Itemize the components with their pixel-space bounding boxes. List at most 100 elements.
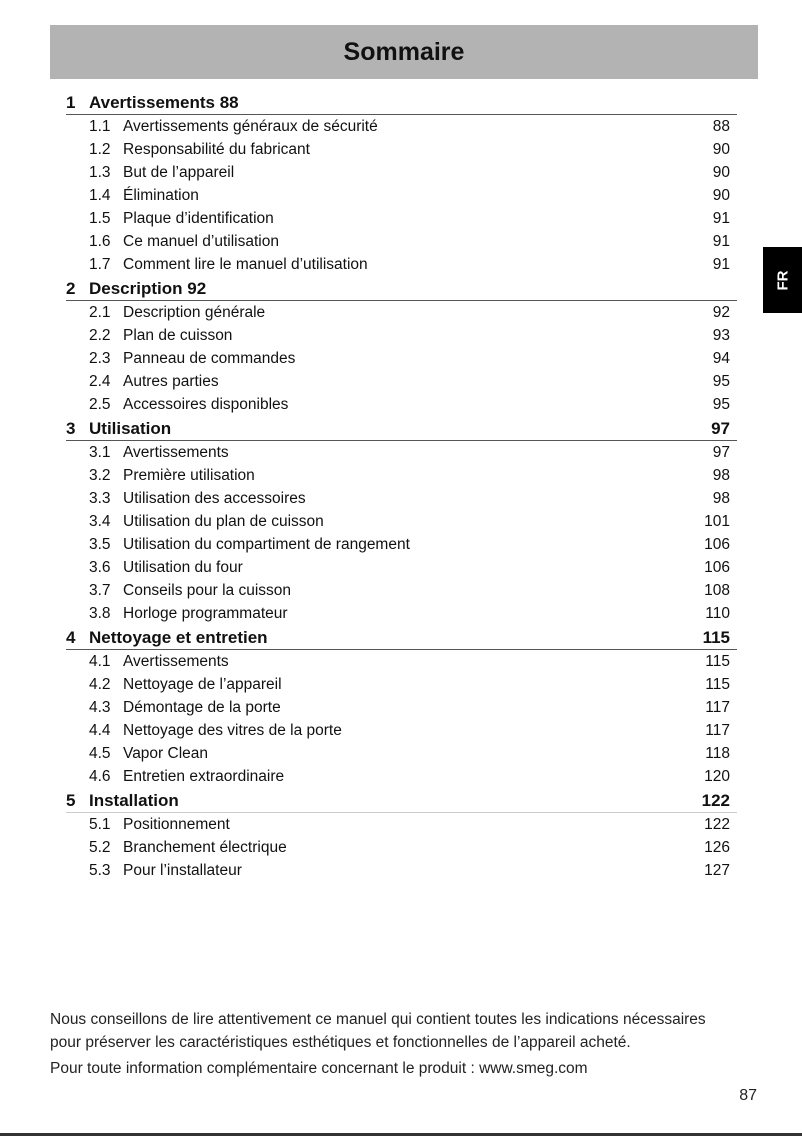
- toc-item[interactable]: 2.5 Accessoires disponibles 95: [66, 393, 737, 416]
- item-label: Pour l’installateur: [123, 861, 242, 879]
- toc-item[interactable]: 5.1 Positionnement 122: [66, 813, 737, 836]
- item-label: But de l’appareil: [123, 163, 235, 181]
- toc-item[interactable]: 4.3 Démontage de la porte 117: [66, 696, 737, 719]
- toc-item[interactable]: 2.1 Description générale 92: [66, 301, 737, 324]
- item-page: 88: [712, 117, 730, 135]
- item-title: 1.2 Responsabilité du fabricant: [89, 141, 310, 159]
- toc-item[interactable]: 3.1 Avertissements 97: [66, 441, 737, 464]
- item-label: Branchement électrique: [123, 838, 287, 856]
- item-label: Première utilisation: [123, 466, 255, 484]
- toc-item[interactable]: 3.3 Utilisation des accessoires 98: [66, 487, 737, 510]
- item-title: 5.2 Branchement électrique: [89, 839, 287, 857]
- toc-item[interactable]: 4.2 Nettoyage de l’appareil 115: [66, 673, 737, 696]
- toc-section-heading[interactable]: 1 Avertissements 88: [66, 90, 737, 115]
- item-title: 4.5 Vapor Clean: [89, 745, 208, 763]
- item-number: 5.1: [89, 815, 111, 833]
- item-label: Avertissements: [123, 443, 229, 461]
- toc-item[interactable]: 1.6 Ce manuel d’utilisation 91: [66, 230, 737, 253]
- item-page: 94: [712, 349, 730, 367]
- item-label: Positionnement: [123, 815, 230, 833]
- section-title: 3 Utilisation: [66, 419, 171, 439]
- item-title: 3.1 Avertissements: [89, 444, 229, 462]
- title-banner: Sommaire: [50, 25, 758, 79]
- toc-item[interactable]: 4.4 Nettoyage des vitres de la porte 117: [66, 719, 737, 742]
- item-label: Plaque d’identification: [123, 209, 274, 227]
- section-title: 5 Installation: [66, 791, 179, 811]
- item-title: 4.3 Démontage de la porte: [89, 699, 281, 717]
- item-title: 1.5 Plaque d’identification: [89, 210, 274, 228]
- item-title: 2.3 Panneau de commandes: [89, 350, 295, 368]
- item-title: 1.1 Avertissements généraux de sécurité: [89, 118, 378, 136]
- footer-line: pour préserver les caractéristiques esth…: [50, 1034, 631, 1051]
- item-title: 3.6 Utilisation du four: [89, 559, 243, 577]
- toc-item[interactable]: 1.5 Plaque d’identification 91: [66, 207, 737, 230]
- toc-item[interactable]: 3.5 Utilisation du compartiment de rangem…: [66, 533, 737, 556]
- toc-item[interactable]: 1.2 Responsabilité du fabricant 90: [66, 138, 737, 161]
- toc-item[interactable]: 4.6 Entretien extraordinaire 120: [66, 765, 737, 788]
- item-title: 3.3 Utilisation des accessoires: [89, 490, 306, 508]
- item-number: 1.1: [89, 117, 111, 135]
- toc-item[interactable]: 3.4 Utilisation du plan de cuisson 101: [66, 510, 737, 533]
- language-tab: FR: [763, 247, 802, 313]
- item-label: Avertissements: [123, 652, 229, 670]
- item-page: 115: [705, 652, 730, 670]
- item-number: 4.5: [89, 744, 111, 762]
- item-number: 3.6: [89, 558, 111, 576]
- toc-item[interactable]: 5.3 Pour l’installateur 127: [66, 859, 737, 882]
- item-number: 1.3: [89, 163, 111, 181]
- item-page: 122: [704, 815, 730, 833]
- toc-section-heading[interactable]: 2 Description 92: [66, 276, 737, 301]
- section-title: 4 Nettoyage et entretien: [66, 628, 268, 648]
- item-label: Nettoyage de l’appareil: [123, 675, 282, 693]
- item-title: 3.5 Utilisation du compartiment de rangem…: [89, 536, 410, 554]
- toc-section-heading[interactable]: 4 Nettoyage et entretien 115: [66, 625, 737, 650]
- item-page: 117: [705, 698, 730, 716]
- language-tab-label: FR: [774, 270, 791, 290]
- section-page: 115: [702, 628, 730, 647]
- item-number: 1.6: [89, 232, 111, 250]
- item-label: Vapor Clean: [123, 744, 209, 762]
- toc-item[interactable]: 4.5 Vapor Clean 118: [66, 742, 737, 765]
- toc-item[interactable]: 1.3 But de l’appareil 90: [66, 161, 737, 184]
- section-number: 2: [66, 279, 76, 298]
- toc-section-heading[interactable]: 3 Utilisation 97: [66, 416, 737, 441]
- item-label: Utilisation du plan de cuisson: [123, 512, 324, 530]
- item-number: 3.8: [89, 604, 111, 622]
- toc-item[interactable]: 5.2 Branchement électrique 126: [66, 836, 737, 859]
- item-number: 3.1: [89, 443, 111, 461]
- item-title: 3.7 Conseils pour la cuisson: [89, 582, 291, 600]
- item-page: 92: [712, 303, 730, 321]
- item-number: 2.5: [89, 395, 111, 413]
- item-page: 127: [704, 861, 730, 879]
- item-title: 1.7 Comment lire le manuel d’utilisation: [89, 256, 368, 274]
- toc-item[interactable]: 1.4 Élimination 90: [66, 184, 737, 207]
- toc-item[interactable]: 1.1 Avertissements généraux de sécurité 88: [66, 115, 737, 138]
- toc-item[interactable]: 3.6 Utilisation du four 106: [66, 556, 737, 579]
- toc-section-heading[interactable]: 5 Installation 122: [66, 788, 737, 813]
- item-number: 3.5: [89, 535, 111, 553]
- item-page: 90: [712, 163, 730, 181]
- item-number: 1.4: [89, 186, 111, 204]
- toc-item[interactable]: 3.8 Horloge programmateur 110: [66, 602, 737, 625]
- item-number: 4.4: [89, 721, 111, 739]
- item-page: 91: [712, 209, 730, 227]
- toc-item[interactable]: 3.2 Première utilisation 98: [66, 464, 737, 487]
- item-number: 5.3: [89, 861, 111, 879]
- item-page: 117: [705, 721, 730, 739]
- item-page: 90: [712, 140, 730, 158]
- item-title: 5.3 Pour l’installateur: [89, 862, 242, 880]
- section-label: Installation: [89, 791, 179, 810]
- toc-item[interactable]: 3.7 Conseils pour la cuisson 108: [66, 579, 737, 602]
- item-label: Panneau de commandes: [123, 349, 296, 367]
- section-number: 3: [66, 419, 76, 438]
- item-page: 98: [712, 489, 730, 507]
- toc-item[interactable]: 4.1 Avertissements 115: [66, 650, 737, 673]
- toc-item[interactable]: 2.2 Plan de cuisson 93: [66, 324, 737, 347]
- item-number: 1.7: [89, 255, 111, 273]
- toc-item[interactable]: 2.3 Panneau de commandes 94: [66, 347, 737, 370]
- footer-line: Pour toute information complémentaire co…: [50, 1060, 588, 1077]
- toc-item[interactable]: 1.7 Comment lire le manuel d’utilisation 9…: [66, 253, 737, 276]
- item-label: Utilisation du compartiment de rangement: [123, 535, 410, 553]
- toc-item[interactable]: 2.4 Autres parties 95: [66, 370, 737, 393]
- item-number: 4.3: [89, 698, 111, 716]
